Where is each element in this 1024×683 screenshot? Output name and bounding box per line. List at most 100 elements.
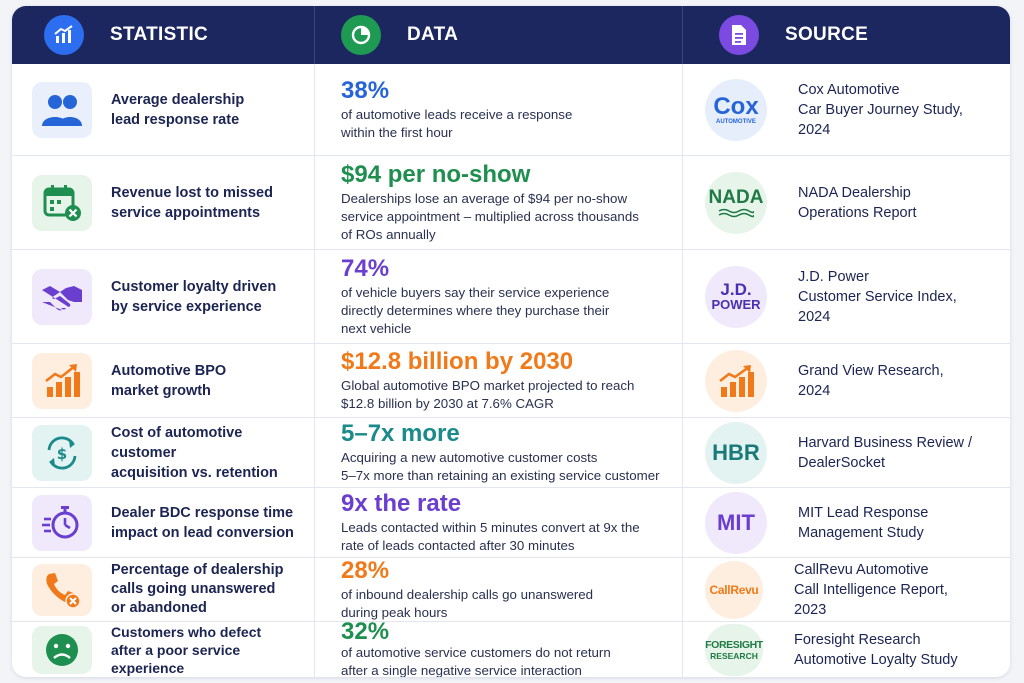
data-value: 5–7x more <box>341 420 460 447</box>
header-source: SOURCE <box>683 6 1010 64</box>
document-icon <box>719 15 759 55</box>
source-cell: CallRevu CallRevu Automotive Call Intell… <box>683 558 1010 621</box>
source-label: Grand View Research, 2024 <box>798 362 944 399</box>
source-cell: HBR Harvard Business Review / DealerSock… <box>683 418 1010 487</box>
callrevu-logo: CallRevu <box>705 560 763 619</box>
statistic-label: Revenue lost to missed service appointme… <box>111 184 273 221</box>
data-value: 38% <box>341 77 390 104</box>
data-description: Dealerships lose an average of $94 per n… <box>341 191 639 242</box>
bar-chart-icon <box>44 15 84 55</box>
data-description: of vehicle buyers say their service expe… <box>341 285 610 336</box>
source-cell: J.D. POWER J.D. Power Customer Service I… <box>683 250 1010 343</box>
statistic-label: Customers who defect after a poor servic… <box>111 623 262 676</box>
users-icon <box>32 81 92 138</box>
statistic-cell: Customers who defect after a poor servic… <box>12 622 315 677</box>
table-row: Percentage of dealership calls going una… <box>12 557 1010 622</box>
foresight-research-logo: FORESIGHT RESEARCH <box>705 623 763 676</box>
table-row: Customer loyalty driven by service exper… <box>12 250 1010 344</box>
source-cell: FORESIGHT RESEARCH Foresight Research Au… <box>683 622 1010 677</box>
logo-text: CallRevu <box>709 582 759 597</box>
table-row: $ Cost of automotive customer acquisitio… <box>12 418 1010 488</box>
header-statistic: STATISTIC <box>12 6 315 64</box>
logo-text: Cox <box>713 92 759 120</box>
source-cell: NADA NADA Dealership Operations Report <box>683 156 1010 249</box>
data-cell: 9x the rate Leads contacted within 5 min… <box>315 488 683 557</box>
source-label: J.D. Power Customer Service Index, 2024 <box>798 268 957 325</box>
statistic-cell: Dealer BDC response time impact on lead … <box>12 488 315 557</box>
data-cell: $94 per no-show Dealerships lose an aver… <box>315 156 683 249</box>
data-description: of automotive service customers do not r… <box>341 645 611 677</box>
mit-logo: MIT <box>705 491 767 554</box>
header-data: DATA <box>315 6 683 64</box>
nada-logo: NADA <box>705 171 767 234</box>
data-description: Global automotive BPO market projected t… <box>341 378 635 411</box>
data-value: $12.8 billion by 2030 <box>341 348 574 375</box>
table-row: Customers who defect after a poor servic… <box>12 618 1010 677</box>
sad-face-icon <box>32 625 92 674</box>
data-value: 32% <box>341 618 390 645</box>
statistic-cell: Revenue lost to missed service appointme… <box>12 156 315 249</box>
data-cell: 5–7x more Acquiring a new automotive cus… <box>315 418 683 487</box>
header-statistic-label: STATISTIC <box>110 24 209 45</box>
statistic-label: Dealer BDC response time impact on lead … <box>111 504 294 541</box>
logo-subtext: AUTOMOTIVE <box>716 118 756 125</box>
source-label: Foresight Research Automotive Loyalty St… <box>794 631 958 668</box>
grand-view-research-logo <box>705 349 767 412</box>
logo-text: MIT <box>717 509 755 535</box>
data-value: 28% <box>341 557 390 584</box>
data-cell: 28% of inbound dealership calls go unans… <box>315 557 683 621</box>
logo-text: NADA <box>708 186 764 208</box>
source-cell: Grand View Research, 2024 <box>683 344 1010 417</box>
dollar-cycle-icon: $ <box>32 424 92 481</box>
statistic-label: Customer loyalty driven by service exper… <box>111 278 277 315</box>
statistic-label: Percentage of dealership calls going una… <box>111 562 284 616</box>
source-label: CallRevu Automotive Call Intelligence Re… <box>794 561 948 618</box>
hbr-logo: HBR <box>705 421 767 484</box>
data-value: $94 per no-show <box>341 161 531 188</box>
statistic-cell: Automotive BPO market growth <box>12 344 315 417</box>
statistic-cell: $ Cost of automotive customer acquisitio… <box>12 418 315 487</box>
header-source-label: SOURCE <box>785 24 869 45</box>
data-description: Acquiring a new automotive customer cost… <box>341 450 660 483</box>
data-cell: 38% of automotive leads receive a respon… <box>315 64 683 155</box>
source-label: MIT Lead Response Management Study <box>798 504 929 541</box>
table-row: Dealer BDC response time impact on lead … <box>12 488 1010 558</box>
data-cell: 74% of vehicle buyers say their service … <box>315 250 683 343</box>
logo-text: HBR <box>712 439 760 465</box>
statistic-label: Cost of automotive customer acquisition … <box>111 424 278 481</box>
growth-chart-icon <box>32 352 92 409</box>
source-label: Cox Automotive Car Buyer Journey Study, … <box>798 81 963 138</box>
source-cell: Cox AUTOMOTIVE Cox Automotive Car Buyer … <box>683 64 1010 155</box>
statistic-label: Automotive BPO market growth <box>111 362 227 399</box>
source-label: NADA Dealership Operations Report <box>798 184 917 221</box>
table-row: Revenue lost to missed service appointme… <box>12 156 1010 250</box>
table-header: STATISTIC DATA SOURCE <box>12 6 1010 64</box>
statistic-label: Average dealership lead response rate <box>111 91 245 128</box>
stopwatch-icon <box>32 494 92 551</box>
table-row: Average dealership lead response rate 38… <box>12 64 1010 156</box>
jd-power-logo: J.D. POWER <box>705 265 767 328</box>
stats-table: STATISTIC DATA SOURCE <box>12 6 1010 677</box>
data-cell: 32% of automotive service customers do n… <box>315 618 683 677</box>
source-label: Harvard Business Review / DealerSocket <box>798 434 973 471</box>
logo-subtext: RESEARCH <box>710 650 758 661</box>
data-description: of automotive leads receive a response w… <box>341 107 573 140</box>
wave-icon <box>718 208 754 217</box>
handshake-icon <box>32 268 92 325</box>
data-value: 9x the rate <box>341 490 462 517</box>
data-description: Leads contacted within 5 minutes convert… <box>341 520 640 553</box>
data-description: of inbound dealership calls go unanswere… <box>341 587 594 620</box>
statistic-cell: Percentage of dealership calls going una… <box>12 558 315 621</box>
svg-text:$: $ <box>57 445 67 463</box>
statistic-cell: Average dealership lead response rate <box>12 64 315 155</box>
table-row: Automotive BPO market growth $12.8 billi… <box>12 344 1010 418</box>
cox-automotive-logo: Cox AUTOMOTIVE <box>705 78 767 141</box>
calendar-cancel-icon <box>32 174 92 231</box>
logo-text: FORESIGHT <box>705 638 763 651</box>
growth-chart-icon <box>719 364 754 397</box>
pie-chart-icon <box>341 15 381 55</box>
phone-missed-icon <box>32 563 92 616</box>
data-cell: $12.8 billion by 2030 Global automotive … <box>315 344 683 417</box>
logo-text: J.D. <box>720 280 752 299</box>
data-value: 74% <box>341 255 390 282</box>
